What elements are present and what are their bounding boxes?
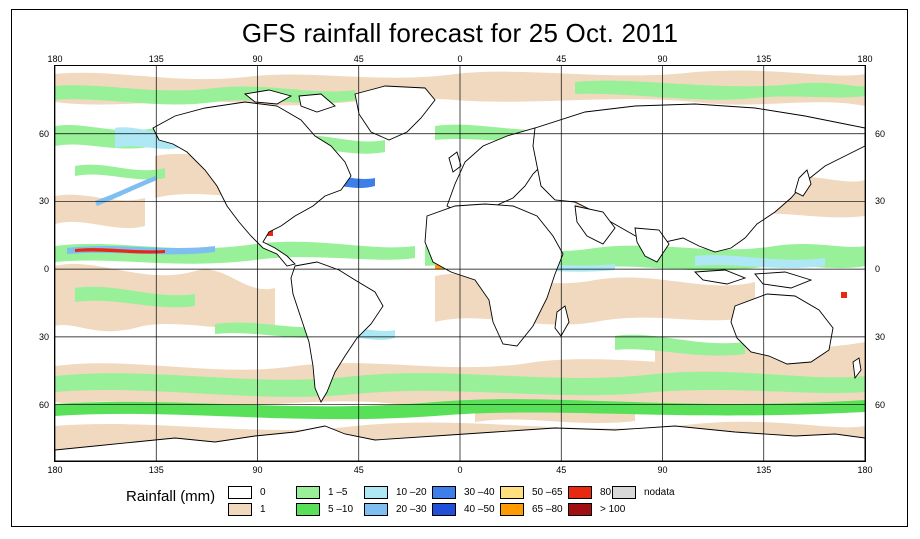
map-title: GFS rainfall forecast for 25 Oct. 2011: [241, 18, 679, 48]
legend-item: 65 –80: [500, 501, 563, 517]
legend-label: 30 –40: [464, 486, 495, 498]
legend-label: 5 –10: [328, 503, 354, 515]
legend-swatch: [500, 485, 524, 499]
lon-tick-top: 180: [857, 54, 873, 64]
legend-item: 0: [228, 484, 266, 500]
asia: [532, 103, 865, 253]
lon-tick-bottom: 0: [457, 465, 463, 475]
lat-tick-right: 60: [875, 399, 886, 410]
lon-tick-top: 90: [657, 54, 668, 64]
legend-swatch: [296, 485, 320, 499]
legend-item: 1 –5: [296, 484, 347, 500]
greenland: [354, 85, 436, 141]
legend-label: 50 –65: [532, 486, 563, 498]
lat-tick-left: 30: [38, 196, 49, 207]
lon-tick-bottom: 90: [657, 465, 668, 475]
north-america: [152, 101, 352, 267]
legend-swatch: [296, 502, 320, 516]
australia: [730, 293, 834, 365]
legend-item: 5 –10: [296, 501, 353, 517]
legend-label: 20 –30: [396, 503, 427, 515]
south-america: [290, 261, 384, 403]
lon-tick-top: 180: [47, 54, 63, 64]
lon-tick-top: 135: [756, 54, 772, 64]
legend-swatch: [228, 485, 252, 499]
legend-label: 65 –80: [532, 503, 563, 515]
legend-label: 0: [260, 486, 266, 498]
legend-swatch: [432, 485, 456, 499]
legend-label: nodata: [644, 486, 675, 498]
lon-tick-bottom: 90: [252, 465, 263, 475]
legend-swatch: [568, 485, 592, 499]
legend-title: Rainfall (mm): [126, 488, 216, 505]
legend-label: 10 –20: [396, 486, 427, 498]
legend-label: 1 –5: [328, 486, 348, 498]
lon-tick-top: 45: [556, 54, 567, 64]
lon-tick-bottom: 180: [47, 465, 63, 475]
lat-tick-right: 30: [875, 331, 886, 342]
africa: [424, 203, 564, 347]
legend-label: 40 –50: [464, 503, 495, 515]
legend-item: > 100: [568, 501, 625, 517]
legend-swatch: [500, 502, 524, 516]
map-canvas: [55, 66, 865, 461]
lat-tick-right: 30: [875, 196, 886, 207]
lat-tick-right: 0: [875, 264, 881, 275]
lat-tick-left: 60: [38, 128, 49, 139]
legend-swatch: [364, 502, 388, 516]
legend-item: nodata: [612, 484, 675, 500]
lon-tick-top: 0: [457, 54, 463, 64]
lat-tick-left: 30: [38, 331, 49, 342]
legend-item: 1: [228, 501, 266, 517]
legend-item: 20 –30: [364, 501, 427, 517]
legend-item: 10 –20: [364, 484, 427, 500]
lon-tick-bottom: 45: [556, 465, 567, 475]
graticule: [55, 66, 865, 461]
legend-label: 1: [260, 503, 266, 515]
lon-tick-top: 90: [252, 54, 263, 64]
legend-swatch: [364, 485, 388, 499]
lat-tick-right: 60: [875, 128, 886, 139]
lon-tick-top: 45: [353, 54, 364, 64]
legend-swatch: [432, 502, 456, 516]
legend-item: 40 –50: [432, 501, 495, 517]
lon-tick-top: 135: [148, 54, 164, 64]
legend-item: 30 –40: [432, 484, 495, 500]
rainfall-map: [54, 65, 866, 462]
lat-tick-left: 60: [38, 399, 49, 410]
lon-tick-bottom: 45: [353, 465, 364, 475]
lon-tick-bottom: 135: [148, 465, 164, 475]
lon-tick-bottom: 135: [756, 465, 772, 475]
legend-swatch: [228, 502, 252, 516]
lat-tick-left: 0: [43, 264, 49, 275]
legend-label: > 100: [600, 503, 626, 515]
legend-swatch: [612, 485, 636, 499]
lon-tick-bottom: 180: [857, 465, 873, 475]
legend-item: 50 –65: [500, 484, 563, 500]
legend-swatch: [568, 502, 592, 516]
